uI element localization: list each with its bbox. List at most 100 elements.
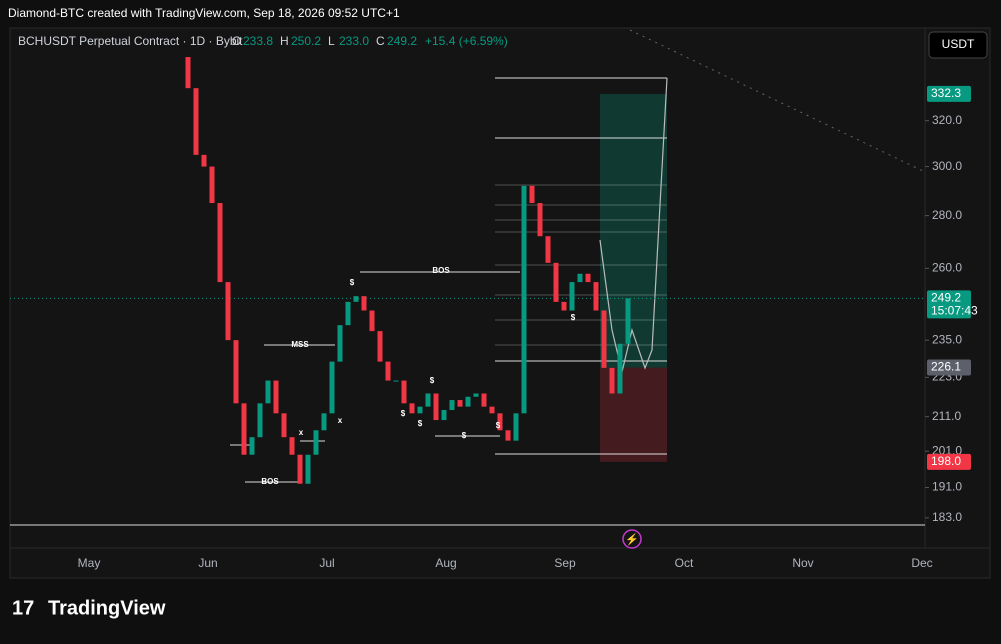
candle-body: [489, 406, 495, 414]
candle-body: [537, 203, 543, 237]
candle-body: [417, 406, 423, 414]
annotation: x: [338, 416, 343, 425]
y-tick-label: 235.0: [932, 332, 962, 346]
candle-body: [561, 301, 567, 311]
candle-body: [209, 166, 215, 204]
annotation: x: [299, 428, 304, 437]
candle-body: [513, 413, 519, 441]
ohlc-value: 250.2: [291, 34, 321, 48]
logo: TradingView: [48, 597, 166, 619]
candle-body: [545, 236, 551, 263]
candle-body: [521, 185, 527, 414]
candle-body: [321, 413, 327, 431]
candle-body: [313, 430, 319, 455]
candle-body: [345, 301, 351, 326]
y-tick-label: 211.0: [932, 409, 961, 423]
candle-body: [361, 296, 367, 311]
candle-body: [433, 393, 439, 421]
annotation: $: [350, 278, 355, 287]
candle-body: [593, 282, 599, 311]
candle-body: [617, 343, 623, 394]
candle-body: [601, 310, 607, 368]
candle-body: [297, 454, 303, 484]
y-tick-label: 280.0: [932, 208, 962, 222]
x-tick-label: Nov: [792, 556, 813, 570]
x-tick-label: May: [78, 556, 101, 570]
candle-body: [401, 380, 407, 404]
y-tick-label: 300.0: [932, 159, 962, 173]
candle-body: [265, 380, 271, 404]
annotation: $: [418, 419, 423, 428]
change: +15.4 (+6.59%): [425, 34, 508, 48]
ohlc-key: C: [376, 34, 385, 48]
candle-body: [289, 437, 295, 455]
symbol: BCHUSDT Perpetual Contract · 1D · Bybit: [18, 34, 243, 48]
y-tick-label: 320.0: [932, 113, 962, 127]
candle-body: [465, 396, 471, 407]
candle-body: [625, 298, 631, 344]
x-tick-label: Aug: [435, 556, 456, 570]
candle-body: [481, 393, 487, 407]
ohlc-key: H: [280, 34, 289, 48]
x-tick-label: Sep: [554, 556, 576, 570]
candle-body: [193, 88, 199, 155]
candle-body: [505, 430, 511, 441]
price-badge-label: 226.1: [931, 360, 961, 374]
candle-body: [385, 361, 391, 381]
price-badge-label: 332.3: [931, 86, 961, 100]
candle-body: [569, 282, 575, 311]
candle-body: [257, 403, 263, 438]
price-badge: [927, 85, 971, 102]
candle-body: [241, 403, 247, 455]
annotation: $: [401, 409, 406, 418]
candle-body: [233, 340, 239, 404]
x-tick-label: Dec: [911, 556, 932, 570]
candle-body: [281, 413, 287, 438]
candle-body: [473, 393, 479, 397]
candle-body: [449, 400, 455, 410]
ohlc-value: 233.8: [243, 34, 273, 48]
y-tick-label: 183.0: [932, 510, 962, 524]
projection: [599, 77, 668, 373]
currency-button[interactable]: [928, 31, 988, 59]
chart-panel: [9, 27, 991, 579]
event-icon[interactable]: [622, 529, 642, 549]
candle-body: [577, 273, 583, 283]
candle-body: [377, 331, 383, 362]
candle-body: [353, 296, 359, 302]
attribution: Diamond-BTC created with TradingView.com…: [8, 6, 400, 20]
x-tick-label: Jul: [319, 556, 334, 570]
price-badge: [927, 359, 971, 376]
candle-body: [497, 413, 503, 431]
candle-body: [217, 203, 223, 283]
price-badge-label: 249.2: [931, 291, 961, 305]
candle-body: [425, 393, 431, 407]
candle-body: [201, 154, 207, 167]
y-tick-label: 201.0: [932, 443, 962, 457]
currency-label[interactable]: USDT: [942, 37, 975, 51]
candle-body: [329, 361, 335, 414]
candle-body: [337, 325, 343, 362]
ohlc-key: L: [328, 34, 335, 48]
candle-body: [249, 437, 255, 455]
candle-body: [609, 367, 615, 394]
y-tick-label: 260.0: [932, 260, 962, 274]
price-badge: [927, 453, 971, 470]
ohlc-value: 233.0: [339, 34, 369, 48]
annotation: BOS: [261, 477, 279, 486]
candle-body: [409, 403, 415, 414]
annotation: $: [496, 421, 501, 430]
candle-body: [529, 185, 535, 204]
candle-body: [273, 380, 279, 414]
annotation: $: [430, 376, 435, 385]
target-zone: [600, 93, 667, 368]
candle-body: [225, 282, 231, 341]
annotation: BOS: [432, 266, 450, 275]
annotation: $: [571, 313, 576, 322]
candle-body: [441, 409, 447, 421]
x-tick-label: Jun: [198, 556, 217, 570]
candle-body: [369, 310, 375, 332]
annotation: $: [462, 431, 467, 440]
candle-body: [585, 273, 591, 283]
